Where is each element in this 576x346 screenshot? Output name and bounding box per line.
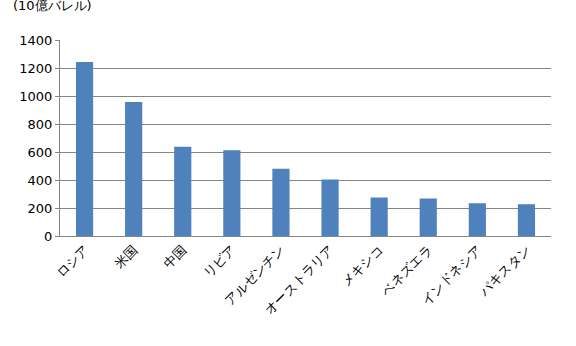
svg-text:リビア: リビア [200,242,238,280]
svg-text:800: 800 [28,117,53,132]
svg-text:中国: 中国 [160,242,189,271]
svg-text:600: 600 [28,145,53,160]
svg-text:米国: 米国 [111,242,140,271]
svg-text:1200: 1200 [19,61,52,76]
svg-text:400: 400 [28,173,53,188]
svg-text:200: 200 [28,201,53,216]
svg-text:インドネシア: インドネシア [418,242,484,308]
svg-text:1400: 1400 [19,33,52,48]
svg-text:ロシア: ロシア [53,242,91,280]
svg-text:1000: 1000 [19,89,52,104]
svg-text:パキスタン: パキスタン [476,242,533,299]
svg-text:ベネズエラ: ベネズエラ [378,242,435,299]
svg-text:0: 0 [44,229,52,244]
svg-text:オーストラリア: オーストラリア [262,242,337,317]
svg-text:アルゼンチン: アルゼンチン [222,242,288,308]
svg-text:(10億バレル): (10億バレル) [13,0,92,13]
svg-text:メキシコ: メキシコ [338,242,385,289]
